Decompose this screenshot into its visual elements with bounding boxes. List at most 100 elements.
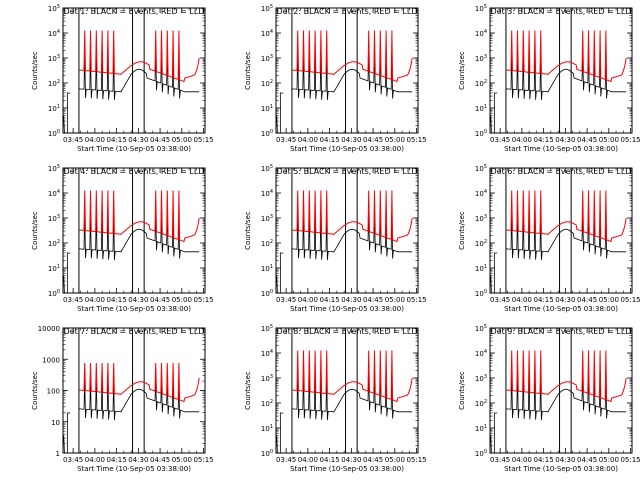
y-tick-label: 100 — [47, 388, 60, 396]
x-tick-label: 03:45 — [276, 456, 296, 464]
y-tick-label: 104 — [475, 349, 487, 358]
x-axis-label: Start Time (10-Sep-05 03:38:00) — [77, 465, 191, 473]
x-tick-label: 05:15 — [193, 136, 213, 144]
panel-title: Det 9: BLACK = Events, RED = LLD — [491, 327, 632, 336]
panel-det-1: Det 1: BLACK = Events, RED = LLD Counts/s… — [31, 4, 214, 153]
x-tick-label: 04:15 — [107, 136, 127, 144]
plot-frame — [275, 167, 419, 294]
events-early-segment — [490, 252, 498, 294]
x-tick-label: 05:15 — [620, 296, 640, 304]
x-tick-label: 05:15 — [406, 296, 426, 304]
x-tick-label: 05:00 — [599, 296, 619, 304]
x-tick-label: 05:15 — [620, 136, 640, 144]
y-tick-label: 1 — [56, 450, 60, 458]
x-tick-label: 04:45 — [363, 456, 383, 464]
y-tick-label: 101 — [475, 264, 487, 273]
x-tick-label: 04:45 — [363, 296, 383, 304]
events-early-segment — [276, 412, 284, 454]
y-tick-label: 104 — [475, 29, 487, 38]
y-tick-label: 105 — [48, 4, 60, 13]
y-tick-label: 103 — [261, 214, 273, 223]
panel-title: Det 3: BLACK = Events, RED = LLD — [491, 7, 632, 16]
x-tick-label: 05:00 — [385, 296, 405, 304]
panel-title: Det 1: BLACK = Events, RED = LLD — [64, 7, 205, 16]
lld-series-line — [291, 350, 413, 403]
x-tick-label: 03:45 — [276, 136, 296, 144]
x-axis-label: Start Time (10-Sep-05 03:38:00) — [290, 145, 404, 153]
lld-series-line — [505, 30, 627, 83]
y-tick-label: 101 — [261, 424, 273, 433]
lld-series-line — [78, 190, 200, 243]
y-tick-label: 100 — [475, 289, 487, 298]
y-tick-label: 103 — [261, 374, 273, 383]
x-tick-label: 03:45 — [63, 136, 83, 144]
x-tick-label: 05:00 — [599, 456, 619, 464]
x-tick-label: 04:15 — [534, 296, 554, 304]
x-tick-label: 04:45 — [363, 136, 383, 144]
y-tick-label: 100 — [48, 129, 60, 138]
panel-det-5: Det 5: BLACK = Events, RED = LLD Counts/s… — [244, 164, 427, 313]
x-tick-label: 04:00 — [85, 296, 105, 304]
x-tick-label: 05:15 — [406, 456, 426, 464]
x-tick-label: 05:00 — [599, 136, 619, 144]
x-tick-label: 05:15 — [620, 456, 640, 464]
x-tick-label: 04:15 — [534, 456, 554, 464]
y-tick-label: 103 — [48, 54, 60, 63]
panel-det-8: Det 8: BLACK = Events, RED = LLD Counts/s… — [244, 324, 427, 473]
y-tick-label: 101 — [48, 264, 60, 273]
lld-series-line — [505, 350, 627, 403]
panel-title: Det 5: BLACK = Events, RED = LLD — [277, 167, 418, 176]
lld-series-line — [505, 190, 627, 243]
x-tick-label: 04:30 — [128, 136, 148, 144]
y-axis-label: Counts/sec — [244, 211, 252, 250]
panel-det-6: Det 6: BLACK = Events, RED = LLD Counts/s… — [458, 164, 640, 313]
y-tick-label: 102 — [261, 79, 273, 88]
y-tick-label: 104 — [475, 189, 487, 198]
y-tick-label: 101 — [475, 104, 487, 113]
x-tick-label: 05:00 — [385, 136, 405, 144]
y-tick-label: 105 — [475, 324, 487, 333]
x-tick-label: 04:00 — [298, 136, 318, 144]
x-tick-label: 04:00 — [512, 296, 532, 304]
y-tick-label: 102 — [48, 79, 60, 88]
x-axis-label: Start Time (10-Sep-05 03:38:00) — [290, 305, 404, 313]
events-early-segment — [276, 252, 284, 294]
events-early-segment — [276, 92, 284, 134]
y-axis-label: Counts/sec — [31, 211, 39, 250]
y-tick-label: 102 — [475, 239, 487, 248]
x-tick-label: 04:15 — [320, 136, 340, 144]
x-tick-label: 04:30 — [128, 456, 148, 464]
x-tick-label: 04:30 — [341, 296, 361, 304]
x-tick-label: 03:45 — [490, 296, 510, 304]
x-tick-label: 03:45 — [63, 296, 83, 304]
y-tick-label: 100 — [261, 129, 273, 138]
x-tick-label: 04:15 — [320, 296, 340, 304]
x-tick-label: 03:45 — [276, 296, 296, 304]
y-tick-label: 105 — [475, 4, 487, 13]
x-tick-label: 04:30 — [128, 296, 148, 304]
x-tick-label: 05:00 — [172, 456, 192, 464]
plot-frame — [489, 327, 633, 454]
x-tick-label: 05:15 — [193, 296, 213, 304]
y-axis-label: Counts/sec — [31, 51, 39, 90]
panel-det-2: Det 2: BLACK = Events, RED = LLD Counts/s… — [244, 4, 427, 153]
x-tick-label: 04:00 — [85, 136, 105, 144]
panel-title: Det 8: BLACK = Events, RED = LLD — [277, 327, 418, 336]
y-axis-label: Counts/sec — [458, 211, 466, 250]
y-tick-label: 10 — [51, 419, 60, 427]
events-early-segment — [490, 92, 498, 134]
y-tick-label: 100 — [475, 449, 487, 458]
x-tick-label: 04:15 — [534, 136, 554, 144]
x-tick-label: 04:45 — [577, 136, 597, 144]
y-tick-label: 102 — [475, 399, 487, 408]
x-tick-label: 05:00 — [172, 136, 192, 144]
plot-frame — [275, 327, 419, 454]
lld-series-line — [78, 30, 200, 83]
y-tick-label: 102 — [48, 239, 60, 248]
plot-frame — [275, 7, 419, 134]
events-early-segment — [63, 92, 71, 134]
lld-series-line — [291, 30, 413, 83]
y-tick-label: 104 — [48, 29, 60, 38]
panel-title: Det 6: BLACK = Events, RED = LLD — [491, 167, 632, 176]
